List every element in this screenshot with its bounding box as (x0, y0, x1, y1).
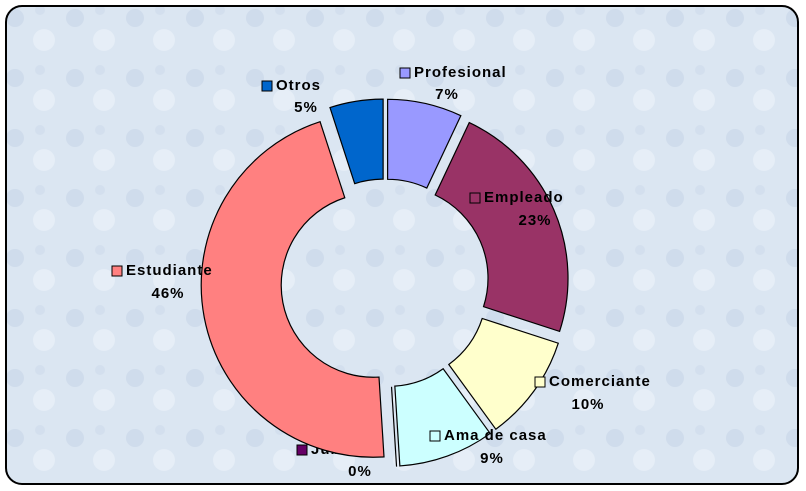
slice-value-label: 10% (571, 396, 604, 413)
slice-label: Comerciante (549, 373, 651, 390)
donut-slice (200, 120, 385, 458)
donut-slice (394, 367, 492, 467)
slice-label: Profesional (414, 64, 507, 81)
legend-swatch (399, 67, 411, 79)
donut-slice (447, 317, 560, 431)
slice-value-label: 5% (294, 99, 318, 116)
slice-value-label: 23% (518, 212, 551, 229)
legend-swatch (534, 376, 546, 388)
donut-slice (434, 121, 569, 333)
slice-label: Ama de casa (444, 427, 547, 444)
slice-value-label: 9% (480, 450, 504, 467)
legend-swatch (111, 265, 123, 277)
slice-label: Empleado (484, 189, 564, 206)
slice-label: Estudiante (126, 262, 213, 279)
legend-swatch (261, 80, 273, 92)
legend-swatch (469, 192, 481, 204)
donut-slice (329, 98, 384, 185)
donut-slice (390, 386, 398, 467)
legend-swatch (429, 430, 441, 442)
slice-value-label: 7% (435, 86, 459, 103)
slice-value-label: 46% (151, 285, 184, 302)
slice-label: Otros (276, 77, 321, 94)
legend-swatch (296, 444, 308, 456)
chart-frame (5, 5, 799, 485)
donut-slice (387, 98, 462, 189)
slice-value-label: 0% (348, 463, 372, 480)
